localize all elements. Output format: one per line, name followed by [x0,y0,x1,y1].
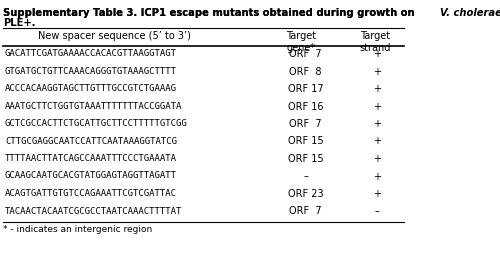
Text: +: + [374,189,382,199]
Text: AAATGCTTCTGGTGTAAATTTTTTTACCGGATA: AAATGCTTCTGGTGTAAATTTTTTTACCGGATA [5,101,182,110]
Text: +: + [374,84,382,94]
Text: –: – [375,206,380,217]
Text: GACATTCGATGAAAACCACACGTTAAGGTAGT: GACATTCGATGAAAACCACACGTTAAGGTAGT [5,49,177,58]
Text: +: + [374,154,382,164]
Text: GCTCGCCACTTCTGCATTGCTTCCTTTTTGTCGG: GCTCGCCACTTCTGCATTGCTTCCTTTTTGTCGG [5,119,188,128]
Text: ORF  8: ORF 8 [290,67,322,76]
Text: +: + [374,49,382,59]
Text: +: + [374,67,382,76]
Text: ACCCACAAGGTAGCTTGTTTGCCGTCTGAAAG: ACCCACAAGGTAGCTTGTTTGCCGTCTGAAAG [5,84,177,93]
Text: ORF 16: ORF 16 [288,101,324,112]
Text: ORF 15: ORF 15 [288,136,324,146]
Text: ACAGTGATTGTGTCCAGAAATTCGTCGATTAC: ACAGTGATTGTGTCCAGAAATTCGTCGATTAC [5,189,177,198]
Text: Target
gene*: Target gene* [286,31,316,53]
Text: ORF  7: ORF 7 [289,206,322,217]
Text: ORF  7: ORF 7 [289,49,322,59]
Text: +: + [374,119,382,129]
Text: GCAAGCAATGCACGTATGGAGTAGGTTAGATT: GCAAGCAATGCACGTATGGAGTAGGTTAGATT [5,172,177,180]
Text: ORF 15: ORF 15 [288,154,324,164]
Text: CTTGCGAGGCAATCCATTCAATAAAGGTATCG: CTTGCGAGGCAATCCATTCAATAAAGGTATCG [5,136,177,146]
Text: –: – [303,172,308,181]
Text: ORF 23: ORF 23 [288,189,324,199]
Text: TACAACTACAATCGCGCCTAATCAAACTTTTAT: TACAACTACAATCGCGCCTAATCAAACTTTTAT [5,206,182,216]
Text: +: + [374,136,382,146]
Text: +: + [374,101,382,112]
Text: Target
strand: Target strand [359,31,390,53]
Text: ORF  7: ORF 7 [289,119,322,129]
Text: Supplementary Table 3. ICP1 escape mutants obtained during growth on: Supplementary Table 3. ICP1 escape mutan… [4,8,418,18]
Text: Supplementary Table 3. ICP1 escape mutants obtained during growth on: Supplementary Table 3. ICP1 escape mutan… [4,8,418,18]
Text: TTTTAACTTATCAGCCAAATTTCCCTGAAATA: TTTTAACTTATCAGCCAAATTTCCCTGAAATA [5,154,177,163]
Text: GTGATGCTGTTCAAACAGGGTGTAAAGCTTTT: GTGATGCTGTTCAAACAGGGTGTAAAGCTTTT [5,67,177,75]
Text: Supplementary Table 3. ICP1 escape mutants obtained during growth on V. cholerae: Supplementary Table 3. ICP1 escape mutan… [4,8,479,18]
Text: +: + [374,172,382,181]
Text: V. cholerae: V. cholerae [440,8,500,18]
Text: ORF 17: ORF 17 [288,84,324,94]
Text: New spacer sequence (5’ to 3’): New spacer sequence (5’ to 3’) [38,31,190,41]
Text: PLE+.: PLE+. [4,18,36,28]
Text: * - indicates an intergenic region: * - indicates an intergenic region [4,225,152,234]
